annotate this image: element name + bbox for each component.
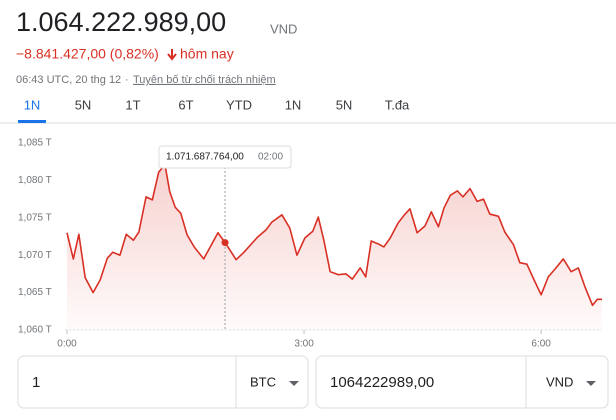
y-tick-label: 1,070 T: [18, 250, 52, 261]
tooltip-value: 1.071.687.764,00: [166, 152, 244, 163]
change-period: hôm nay: [180, 46, 234, 62]
to-amount[interactable]: 1064222989,00: [330, 374, 434, 391]
down-arrow: [167, 49, 177, 61]
tab[interactable]: 5N: [336, 97, 353, 112]
dropdown-icon[interactable]: [289, 381, 299, 386]
tab-selected-indicator: [18, 120, 46, 123]
tooltip-box: [158, 145, 292, 169]
area: [67, 164, 602, 330]
to-unit[interactable]: VND: [546, 374, 573, 389]
hover-point: [221, 239, 229, 247]
y-tick-label: 1,080 T: [18, 175, 52, 186]
y-tick-label: 1,060 T: [18, 325, 52, 336]
price-line: [66, 163, 602, 307]
price: 1.064.222.989,00: [16, 7, 226, 37]
y-tick-label: 1,085 T: [18, 138, 52, 149]
separator: ·: [125, 74, 129, 86]
tab[interactable]: 1N: [285, 97, 302, 112]
tab[interactable]: 5N: [75, 97, 92, 112]
tab[interactable]: 1T: [125, 97, 140, 112]
y-tick-label: 1,065 T: [18, 287, 52, 298]
x-tick-label: 6:00: [531, 339, 551, 350]
disclaimer-link[interactable]: Tuyên bố từ chối trách nhiệm: [133, 74, 276, 86]
tab[interactable]: YTD: [226, 97, 252, 112]
tab[interactable]: 1N: [24, 97, 41, 112]
timestamp: 06:43 UTC, 20 thg 12: [16, 74, 121, 86]
change: −8.841.427,00 (0,82%): [16, 46, 159, 62]
tab[interactable]: 6T: [178, 97, 193, 112]
to-box[interactable]: [315, 355, 609, 409]
x-tick-label: 0:00: [57, 339, 77, 350]
x-tick-label: 3:00: [294, 339, 314, 350]
y-tick-label: 1,075 T: [18, 212, 52, 223]
tab[interactable]: T.đa: [385, 97, 410, 112]
currency: VND: [270, 21, 297, 36]
tooltip-time: 02:00: [258, 152, 283, 163]
dropdown-icon[interactable]: [586, 381, 596, 386]
from-amount[interactable]: 1: [32, 374, 40, 391]
from-unit[interactable]: BTC: [250, 374, 276, 389]
